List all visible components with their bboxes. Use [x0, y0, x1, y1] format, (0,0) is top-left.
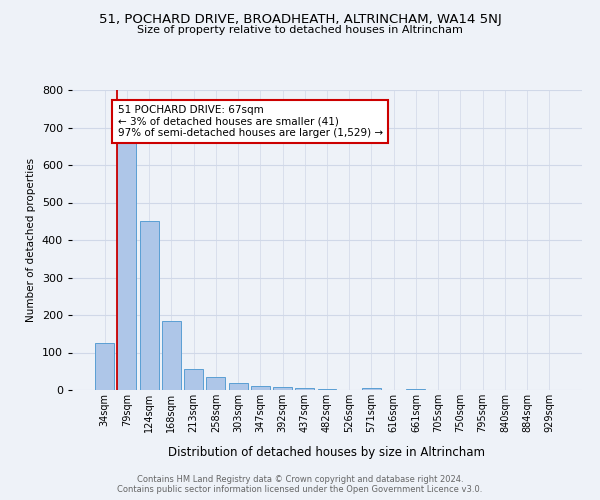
Text: Contains public sector information licensed under the Open Government Licence v3: Contains public sector information licen… — [118, 485, 482, 494]
Y-axis label: Number of detached properties: Number of detached properties — [26, 158, 36, 322]
Bar — [140, 221, 158, 390]
Text: Size of property relative to detached houses in Altrincham: Size of property relative to detached ho… — [137, 25, 463, 35]
X-axis label: Distribution of detached houses by size in Altrincham: Distribution of detached houses by size … — [169, 446, 485, 459]
Bar — [295, 388, 314, 390]
Text: 51, POCHARD DRIVE, BROADHEATH, ALTRINCHAM, WA14 5NJ: 51, POCHARD DRIVE, BROADHEATH, ALTRINCHA… — [98, 12, 502, 26]
Text: Contains HM Land Registry data © Crown copyright and database right 2024.: Contains HM Land Registry data © Crown c… — [137, 475, 463, 484]
Bar — [95, 343, 114, 390]
Bar — [206, 377, 225, 390]
Bar — [118, 142, 136, 390]
Bar — [273, 387, 292, 390]
Bar — [184, 368, 203, 390]
Bar — [362, 388, 381, 390]
Bar — [251, 386, 270, 390]
Bar — [406, 389, 425, 390]
Text: 51 POCHARD DRIVE: 67sqm
← 3% of detached houses are smaller (41)
97% of semi-det: 51 POCHARD DRIVE: 67sqm ← 3% of detached… — [118, 105, 383, 138]
Bar — [162, 320, 181, 390]
Bar — [229, 382, 248, 390]
Bar — [317, 388, 337, 390]
